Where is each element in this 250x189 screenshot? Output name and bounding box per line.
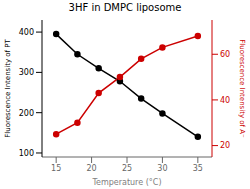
svg-text:35: 35 bbox=[193, 164, 203, 173]
svg-text:300: 300 bbox=[19, 68, 34, 77]
svg-text:30: 30 bbox=[157, 164, 167, 173]
svg-text:25: 25 bbox=[122, 164, 132, 173]
svg-text:Temperature (°C): Temperature (°C) bbox=[91, 178, 161, 187]
svg-text:60: 60 bbox=[220, 50, 230, 59]
svg-text:Fluorescence Intensity of A⁻: Fluorescence Intensity of A⁻ bbox=[238, 39, 246, 138]
svg-text:20: 20 bbox=[86, 164, 96, 173]
svg-text:15: 15 bbox=[51, 164, 61, 173]
svg-text:40: 40 bbox=[220, 96, 230, 105]
html-text:3HF in DMPC liposome: 3HF in DMPC liposome bbox=[68, 2, 182, 13]
svg-text:Fluorescence Intensity of PT: Fluorescence Intensity of PT bbox=[4, 39, 12, 138]
svg-text:200: 200 bbox=[19, 109, 34, 118]
svg-text:100: 100 bbox=[19, 149, 34, 158]
svg-text:400: 400 bbox=[19, 28, 34, 37]
svg-text:20: 20 bbox=[220, 141, 230, 150]
